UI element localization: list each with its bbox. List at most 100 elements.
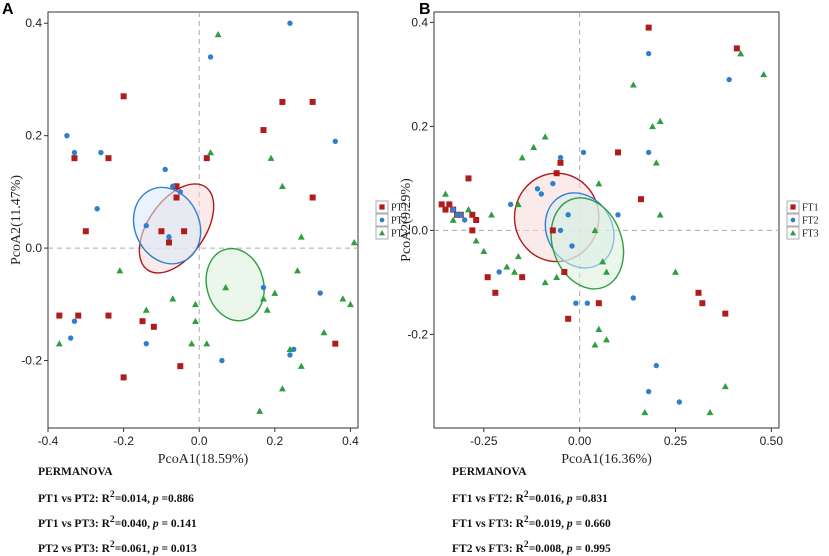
confidence-ellipse-pt3 — [205, 247, 265, 322]
data-point-ft1 — [565, 315, 572, 322]
data-point-pt3 — [320, 328, 328, 336]
legend-label-ft3: FT3 — [802, 229, 819, 240]
y-tick-label: 0.0 — [411, 223, 428, 237]
data-point-ft2 — [454, 212, 460, 218]
data-point-ft1 — [733, 45, 740, 52]
x-tick-label: -0.2 — [113, 434, 134, 448]
data-point-ft1 — [484, 274, 491, 281]
data-point-ft3 — [591, 226, 599, 234]
data-point-pt2 — [64, 132, 70, 139]
data-point-pt3 — [116, 267, 124, 274]
data-point-pt1 — [173, 183, 180, 190]
data-point-ft2 — [676, 399, 683, 405]
y-tick-label: 0.4 — [25, 16, 42, 30]
data-point-ft1 — [442, 206, 449, 213]
confidence-ellipse-pt2 — [132, 186, 202, 265]
data-point-ft3 — [599, 258, 607, 265]
series-ft3 — [442, 50, 768, 416]
data-point-ft2 — [653, 362, 660, 369]
data-point-pt1 — [279, 98, 286, 105]
data-point-ft2 — [584, 300, 591, 306]
data-point-pt3 — [339, 295, 347, 302]
legend-marker-ft1 — [790, 204, 796, 210]
data-point-ft3 — [472, 237, 480, 244]
data-point-ft1 — [695, 289, 702, 296]
legend-label-pt1: PT1 — [391, 203, 408, 214]
data-point-ft3 — [652, 159, 660, 166]
panel-a: A -0.4 -0.2 0.0 0.2 0.4 -0.2 0.0 0.2 0.4 PcoA1(18.… — [2, 1, 359, 467]
data-point-pt3 — [346, 300, 354, 308]
data-point-ft2 — [645, 50, 652, 57]
data-point-pt3 — [55, 340, 63, 347]
data-point-ft1 — [446, 201, 453, 208]
panel-letter: A — [2, 1, 14, 18]
data-point-pt1 — [177, 363, 184, 370]
data-point-pt1 — [71, 155, 78, 162]
data-point-ft2 — [557, 227, 564, 234]
data-point-pt2 — [260, 284, 267, 291]
confidence-ellipse-ft3 — [550, 197, 625, 290]
x-axis-title: PcoA1(18.59%) — [158, 452, 249, 467]
data-point-pt3 — [203, 340, 211, 347]
y-tick-label: 0.2 — [25, 129, 42, 143]
data-point-pt1 — [165, 239, 172, 246]
data-point-ft3 — [706, 408, 714, 416]
data-point-ft3 — [541, 278, 549, 286]
stats-line-a-3: PT2 vs PT3: R2=0.061, p = 0.013 — [38, 539, 197, 555]
x-tick-label: -0.25 — [470, 434, 498, 448]
y-tick-label: 0.4 — [411, 15, 428, 29]
y-tick-label: -0.2 — [21, 354, 42, 368]
y-axis-title: PcoA2(9.29%) — [399, 178, 414, 262]
stats-panel-b: PERMANOVA FT1 vs FT2: R2=0.016, p =0.831… — [452, 462, 812, 555]
data-point-ft3 — [603, 336, 610, 343]
x-tick-label: -0.4 — [38, 434, 59, 448]
series-pt2 — [64, 20, 339, 364]
stats-line-b-2: FT1 vs FT3: R2=0.019, p = 0.660 — [452, 514, 611, 530]
data-point-pt2 — [162, 166, 168, 173]
data-point-ft1 — [722, 310, 729, 317]
data-point-pt2 — [67, 335, 74, 341]
data-point-pt2 — [177, 189, 184, 195]
data-point-ft3 — [488, 211, 495, 218]
data-point-ft2 — [496, 269, 502, 275]
data-point-ft3 — [465, 206, 472, 213]
legend-marker-ft2 — [790, 217, 796, 223]
legend-marker-pt3 — [379, 230, 385, 236]
data-point-ft3 — [541, 133, 549, 140]
data-point-ft3 — [656, 211, 664, 218]
data-point-ft1 — [595, 300, 602, 307]
data-point-ft1 — [553, 170, 560, 177]
series-pt1 — [56, 93, 339, 381]
data-point-ft1 — [615, 149, 621, 156]
data-point-ft2 — [580, 149, 587, 156]
data-point-ft1 — [645, 24, 652, 31]
data-point-ft3 — [503, 263, 511, 270]
data-point-pt3 — [294, 267, 301, 274]
data-point-ft2 — [573, 300, 579, 306]
data-point-ft1 — [469, 227, 476, 234]
data-point-pt2 — [170, 183, 176, 189]
data-point-pt1 — [150, 323, 157, 330]
data-point-pt2 — [332, 138, 339, 144]
data-point-ft3 — [514, 252, 522, 260]
data-point-ft2 — [538, 191, 545, 197]
data-point-pt3 — [188, 340, 196, 347]
data-point-ft3 — [649, 122, 656, 130]
y-axis-title: PcoA2(11.47%) — [9, 175, 24, 265]
series-ft2 — [450, 50, 732, 405]
data-point-ft2 — [507, 201, 514, 208]
x-tick-label: 0.4 — [342, 434, 359, 448]
series-pt3 — [55, 31, 358, 414]
data-point-pt2 — [94, 206, 100, 212]
data-point-ft2 — [550, 180, 556, 187]
data-point-pt1 — [260, 127, 267, 134]
stats-line-b-1: FT1 vs FT2: R2=0.016, p =0.831 — [452, 489, 608, 505]
data-point-ft2 — [450, 206, 456, 213]
data-point-ft3 — [721, 382, 729, 390]
stats-title-a: PERMANOVA — [38, 466, 113, 478]
legend-label-ft2: FT2 — [802, 216, 819, 227]
data-point-ft3 — [595, 180, 603, 187]
data-point-pt3 — [297, 362, 305, 369]
data-point-pt3 — [260, 295, 267, 302]
data-point-pt1 — [56, 312, 63, 319]
